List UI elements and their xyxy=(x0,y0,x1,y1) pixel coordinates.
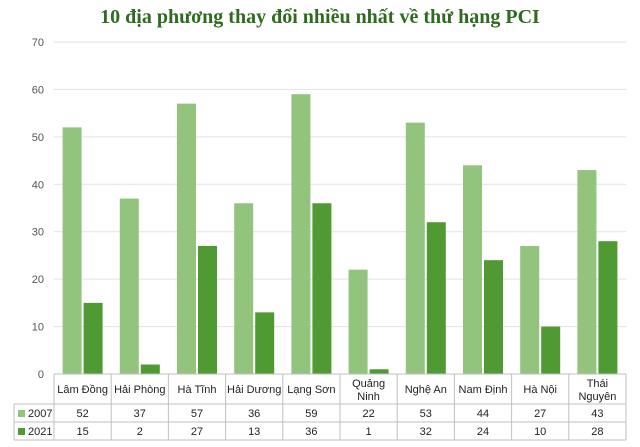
data-label: 36 xyxy=(248,408,260,420)
data-label: 27 xyxy=(534,408,546,420)
bar-2007 xyxy=(463,165,482,374)
data-label: 53 xyxy=(420,408,432,420)
category-label: Hải Phòng xyxy=(114,384,165,396)
bar-2021 xyxy=(426,222,446,374)
category-label: Nam Định xyxy=(459,384,508,396)
bar-2007 xyxy=(348,269,368,374)
chart-title: 10 địa phương thay đổi nhiều nhất về thứ… xyxy=(100,6,540,28)
data-label: 24 xyxy=(477,426,489,438)
bar-2021 xyxy=(83,302,103,374)
y-tick-label: 50 xyxy=(32,132,44,144)
bar-2021 xyxy=(369,369,389,374)
bar-2007 xyxy=(520,245,540,374)
data-label: 2 xyxy=(137,426,143,438)
legend-label: 2007 xyxy=(28,408,52,420)
bar-2007 xyxy=(234,203,254,374)
data-label: 32 xyxy=(420,426,432,438)
data-label: 59 xyxy=(305,408,317,420)
y-tick-label: 60 xyxy=(32,84,44,96)
data-label: 28 xyxy=(591,426,603,438)
bar-2007 xyxy=(177,103,196,375)
data-label: 36 xyxy=(305,426,317,438)
bar-2007 xyxy=(119,198,139,374)
data-label: 52 xyxy=(76,408,88,420)
y-tick-label: 20 xyxy=(32,274,44,286)
data-label: 1 xyxy=(366,426,372,438)
data-label: 10 xyxy=(534,426,546,438)
legend-key-2021 xyxy=(18,428,25,435)
category-label: Ninh xyxy=(357,391,380,403)
bar-2021 xyxy=(255,312,275,374)
y-tick-label: 30 xyxy=(32,227,44,239)
data-label: 15 xyxy=(76,426,88,438)
data-label: 43 xyxy=(591,408,603,420)
bar-2021 xyxy=(484,260,503,374)
category-label: Hải Dương xyxy=(227,384,281,396)
data-label: 13 xyxy=(248,426,260,438)
data-label: 27 xyxy=(191,426,203,438)
legend-label: 2021 xyxy=(28,426,52,438)
bar-2007 xyxy=(405,122,425,374)
y-tick-label: 0 xyxy=(38,369,44,381)
category-label: Thái xyxy=(587,378,608,390)
category-label: Hà Tĩnh xyxy=(178,384,217,396)
bar-2021 xyxy=(198,245,217,374)
bar-2021 xyxy=(541,326,561,374)
y-tick-label: 70 xyxy=(32,37,44,49)
category-label: Nghệ An xyxy=(405,384,447,396)
category-label: Hà Nội xyxy=(523,384,557,396)
bar-2021 xyxy=(140,364,160,374)
data-label: 22 xyxy=(362,408,374,420)
bar-2007 xyxy=(62,127,82,374)
y-tick-label: 10 xyxy=(32,322,44,334)
bar-2021 xyxy=(312,203,332,374)
bar-2021 xyxy=(598,241,618,374)
bar-2007 xyxy=(291,94,311,375)
bar-2007 xyxy=(577,170,597,374)
category-label: Quảng xyxy=(352,378,385,390)
category-label: Lâm Đồng xyxy=(57,384,108,396)
legend-key-2007 xyxy=(18,410,25,417)
category-label: Nguyên xyxy=(578,391,616,403)
data-label: 57 xyxy=(191,408,203,420)
category-label: Lạng Sơn xyxy=(287,384,335,396)
data-label: 37 xyxy=(134,408,146,420)
data-label: 44 xyxy=(477,408,489,420)
y-tick-label: 40 xyxy=(32,179,44,191)
